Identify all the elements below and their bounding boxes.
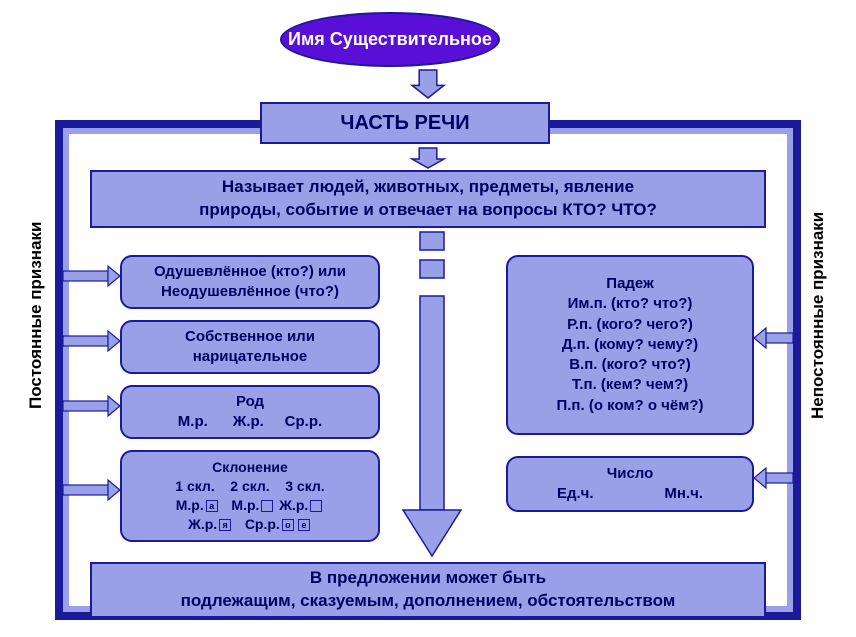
permanent-declension-row2: М.р.а М.р. Ж.р.: [122, 496, 378, 515]
main-box-text: ЧАСТЬ РЕЧИ: [340, 110, 469, 137]
permanent-declension-box: Склонение 1 скл. 2 скл. 3 скл. М.р.а М.р…: [120, 450, 380, 542]
permanent-proper-line2: нарицательное: [185, 347, 315, 367]
permanent-proper-box: Собственное или нарицательное: [120, 320, 380, 374]
nonpermanent-case-line1: Им.п. (кто? что?): [508, 294, 752, 314]
permanent-animate-box: Одушевлённое (кто?) или Неодушевлённое (…: [120, 255, 380, 309]
permanent-proper-line1: Собственное или: [185, 327, 315, 347]
definition-line1: Называет людей, животных, предметы, явле…: [199, 176, 657, 199]
main-box: ЧАСТЬ РЕЧИ: [260, 102, 550, 144]
title-ellipse: Имя Существительное: [280, 12, 500, 67]
permanent-animate-line2: Неодушевлённое (что?): [154, 282, 346, 302]
title-text: Имя Существительное: [288, 29, 492, 50]
permanent-declension-row3: Ж.р.я Ср.р.ое: [122, 515, 378, 534]
sentence-role-box: В предложении может быть подлежащим, ска…: [90, 562, 766, 618]
nonpermanent-case-line5: Т.п. (кем? чем?): [508, 375, 752, 395]
left-vertical-label-text: Постоянные признаки: [26, 221, 46, 408]
right-vertical-label: Непостоянные признаки: [808, 155, 828, 475]
permanent-declension-title: Склонение: [122, 458, 378, 477]
permanent-animate-line1: Одушевлённое (кто?) или: [154, 262, 346, 282]
nonpermanent-case-line4: В.п. (кого? что?): [508, 355, 752, 375]
right-vertical-label-text: Непостоянные признаки: [808, 211, 828, 418]
definition-box: Называет людей, животных, предметы, явле…: [90, 170, 766, 228]
left-vertical-label: Постоянные признаки: [26, 165, 46, 465]
nonpermanent-case-line2: Р.п. (кого? чего?): [508, 315, 752, 335]
sentence-role-line1: В предложении может быть: [181, 567, 676, 590]
nonpermanent-number-title: Число: [508, 464, 752, 484]
permanent-gender-row: М.р. Ж.р. Ср.р.: [122, 412, 378, 432]
nonpermanent-number-row: Ед.ч. Мн.ч.: [508, 484, 752, 504]
permanent-gender-box: Род М.р. Ж.р. Ср.р.: [120, 385, 380, 439]
nonpermanent-case-line3: Д.п. (кому? чему?): [508, 335, 752, 355]
nonpermanent-case-box: Падеж Им.п. (кто? что?) Р.п. (кого? чего…: [506, 255, 754, 435]
sentence-role-line2: подлежащим, сказуемым, дополнением, обст…: [181, 590, 676, 613]
permanent-gender-title: Род: [122, 392, 378, 412]
permanent-declension-row1: 1 скл. 2 скл. 3 скл.: [122, 477, 378, 496]
definition-line2: природы, событие и отвечает на вопросы К…: [199, 199, 657, 222]
nonpermanent-case-title: Падеж: [508, 274, 752, 294]
nonpermanent-case-line6: П.п. (о ком? о чём?): [508, 396, 752, 416]
nonpermanent-number-box: Число Ед.ч. Мн.ч.: [506, 456, 754, 512]
